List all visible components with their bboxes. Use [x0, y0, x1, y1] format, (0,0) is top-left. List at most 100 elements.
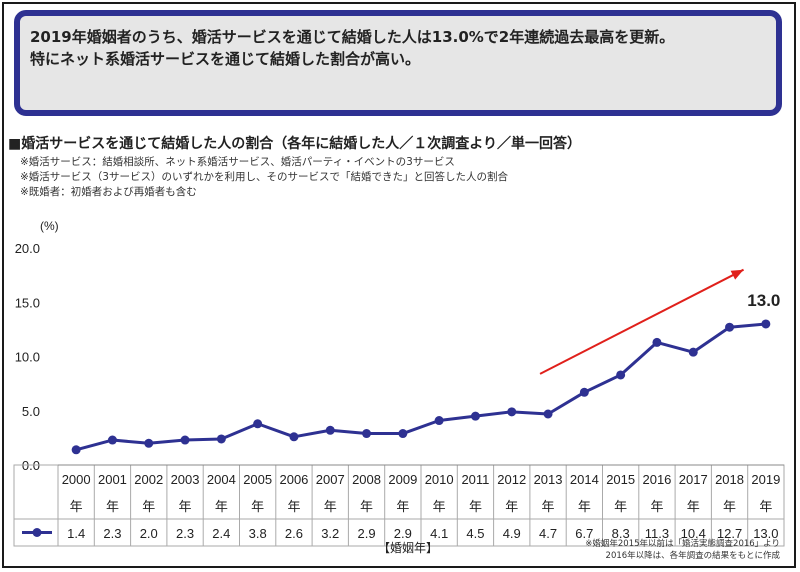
x-tick-unit: 年: [396, 500, 409, 515]
footnote-line: ※婚姻年2015年以前は「婚活実態調査2016」より: [585, 539, 780, 549]
x-tick-label: 2008: [352, 472, 381, 487]
y-tick-label: 20.0: [15, 241, 40, 256]
x-tick-unit: 年: [505, 500, 518, 515]
x-axis-title: 【婚姻年】: [378, 540, 438, 555]
x-tick-unit: 年: [215, 500, 228, 515]
x-tick-label: 2018: [715, 472, 744, 487]
data-point: [507, 407, 517, 417]
data-point: [107, 435, 117, 445]
table-value-label: 3.2: [321, 526, 339, 541]
x-tick-label: 2001: [98, 472, 127, 487]
table-value-label: 2.0: [140, 526, 158, 541]
table-value-label: 2.4: [212, 526, 230, 541]
x-tick-label: 2012: [497, 472, 526, 487]
headline-box: [14, 10, 782, 116]
highlight-value-label: 13.0: [747, 291, 780, 310]
data-point: [180, 435, 190, 445]
x-tick-label: 2010: [425, 472, 454, 487]
x-tick-label: 2007: [316, 472, 345, 487]
x-tick-label: 2002: [134, 472, 163, 487]
data-point: [761, 319, 771, 329]
table-value-label: 4.9: [503, 526, 521, 541]
x-tick-label: 2006: [279, 472, 308, 487]
y-tick-label: 5.0: [22, 404, 40, 419]
table-value-label: 2.6: [285, 526, 303, 541]
trend-arrow-head: [730, 269, 744, 280]
data-point: [325, 425, 335, 435]
x-tick-unit: 年: [650, 500, 663, 515]
headline-text: 2019年婚姻者のうち、婚活サービスを通じて結婚した人は13.0%で2年連続過去…: [30, 28, 675, 68]
x-tick-label: 2004: [207, 472, 236, 487]
data-point: [216, 434, 226, 444]
data-point: [470, 411, 480, 421]
data-point: [652, 337, 662, 347]
data-point: [579, 387, 589, 397]
table-value-label: 6.7: [575, 526, 593, 541]
section-title: ■婚活サービスを通じて結婚した人の割合（各年に結婚した人／１次調査より／単一回答…: [8, 136, 581, 152]
data-point: [144, 438, 154, 448]
data-point: [289, 432, 299, 442]
table-value-label: 11.3: [645, 526, 669, 541]
table-value-label: 12.7: [717, 526, 742, 541]
data-point: [398, 429, 408, 439]
table-value-label: 2.9: [394, 526, 412, 541]
series-line: [75, 322, 766, 452]
trend-arrow-line: [539, 268, 745, 375]
legend-marker: [32, 528, 42, 537]
y-tick-label: 10.0: [15, 350, 40, 365]
table-value-label: 13.0: [753, 526, 778, 541]
x-tick-unit: 年: [469, 500, 482, 515]
x-tick-unit: 年: [106, 500, 119, 515]
data-point: [688, 347, 698, 357]
table-value-label: 10.4: [681, 526, 706, 541]
data-point: [725, 322, 735, 332]
table-value-label: 2.9: [358, 526, 376, 541]
x-tick-label: 2011: [461, 472, 489, 487]
table-value-label: 4.1: [430, 526, 448, 541]
x-tick-unit: 年: [542, 500, 555, 515]
x-tick-unit: 年: [759, 500, 772, 515]
footnote-line: 2016年以降は、各年調査の結果をもとに作成: [605, 551, 780, 561]
x-tick-unit: 年: [251, 500, 264, 515]
table-value-label: 8.3: [612, 526, 630, 541]
notes: ※婚活サービス：結婚相談所、ネット系婚活サービス、婚活パーティ・イベントの3サー…: [20, 155, 508, 200]
y-tick-label: 15.0: [15, 295, 40, 310]
data-point: [71, 445, 81, 455]
x-tick-unit: 年: [687, 500, 700, 515]
x-tick-unit: 年: [723, 500, 736, 515]
x-tick-label: 2016: [642, 472, 671, 487]
x-tick-label: 2014: [570, 472, 599, 487]
footnote: ※婚姻年2015年以前は「婚活実態調査2016」より 2016年以降は、各年調査…: [585, 538, 780, 562]
x-tick-unit: 年: [433, 500, 446, 515]
note-line: ※婚活サービス（3サービス）のいずれかを利用し、そのサービスで「結婚できた」と回…: [20, 171, 508, 183]
x-tick-label: 2000: [62, 472, 91, 487]
x-tick-label: 2009: [388, 472, 417, 487]
x-tick-unit: 年: [287, 500, 300, 515]
table-value-label: 1.4: [67, 526, 85, 541]
x-tick-label: 2005: [243, 472, 272, 487]
x-tick-label: 2019: [751, 472, 780, 487]
table-value-label: 4.7: [539, 526, 557, 541]
data-point: [543, 409, 553, 419]
x-tick-unit: 年: [360, 500, 373, 515]
table-value-label: 2.3: [176, 526, 194, 541]
x-tick-unit: 年: [324, 500, 337, 515]
table-value-label: 4.5: [466, 526, 484, 541]
x-tick-unit: 年: [578, 500, 591, 515]
x-tick-unit: 年: [614, 500, 627, 515]
table-value-label: 2.3: [103, 526, 121, 541]
data-point: [616, 370, 626, 380]
table-value-label: 3.8: [249, 526, 267, 541]
note-line: ※婚活サービス：結婚相談所、ネット系婚活サービス、婚活パーティ・イベントの3サー…: [20, 156, 455, 168]
x-tick-label: 2015: [606, 472, 635, 487]
data-point: [253, 419, 263, 429]
x-tick-unit: 年: [142, 500, 155, 515]
y-axis-unit: (%): [40, 219, 59, 233]
x-tick-label: 2017: [679, 472, 708, 487]
x-tick-label: 2003: [171, 472, 200, 487]
note-line: ※既婚者：初婚者および再婚者も含む: [20, 186, 197, 198]
data-point: [362, 429, 372, 439]
data-point: [434, 416, 444, 426]
x-tick-label: 2013: [534, 472, 563, 487]
